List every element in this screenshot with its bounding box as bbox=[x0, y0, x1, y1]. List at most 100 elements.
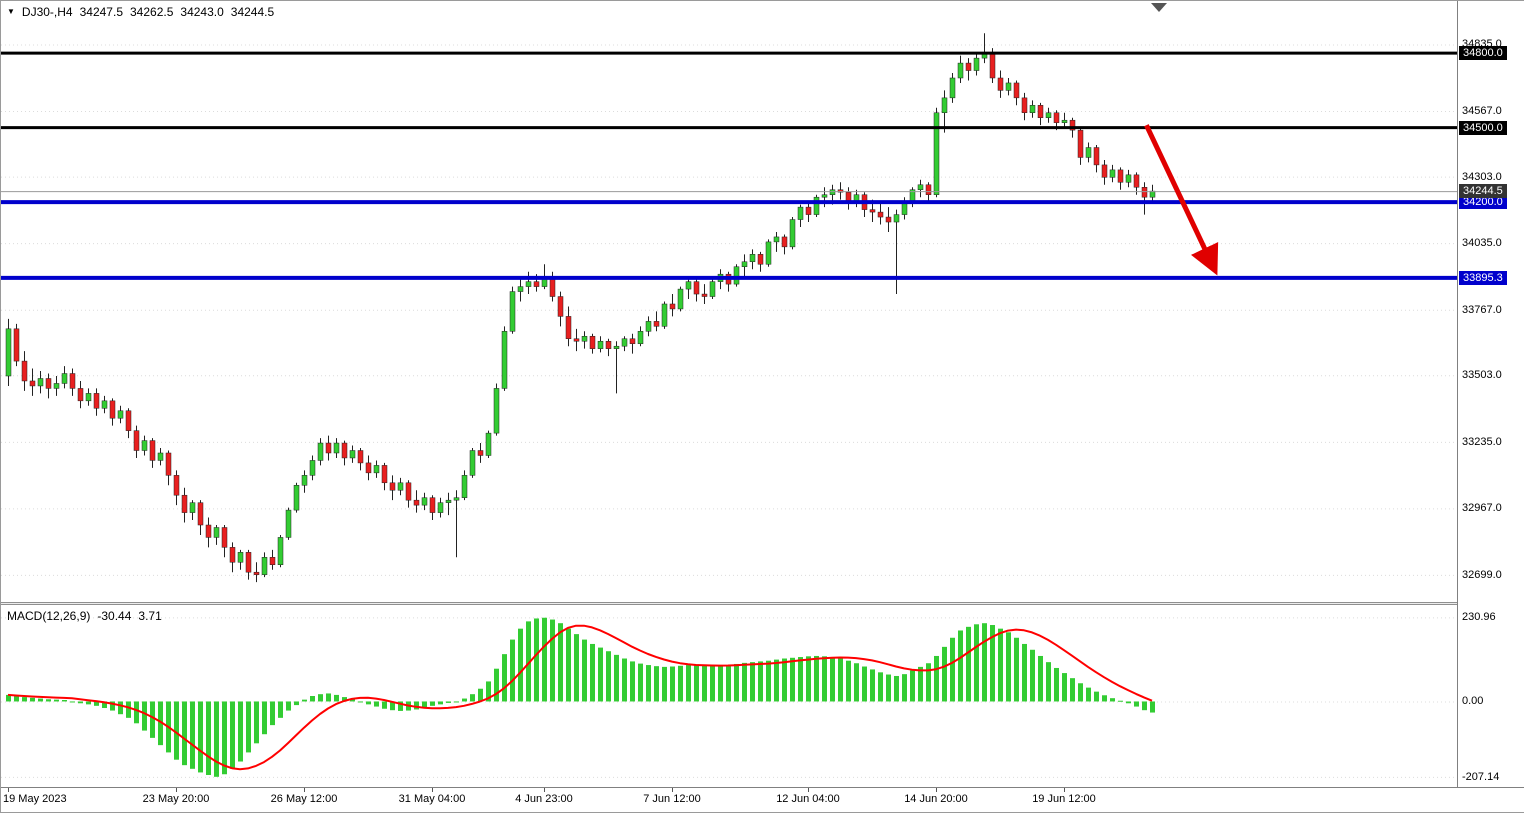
time-axis-tick bbox=[8, 788, 9, 792]
hline-price-badge: 34800.0 bbox=[1459, 46, 1507, 61]
candle-body bbox=[325, 442, 332, 454]
macd-bar bbox=[1150, 701, 1155, 713]
candle bbox=[101, 395, 108, 414]
macd-bar bbox=[742, 662, 747, 702]
macd-bar bbox=[990, 625, 995, 702]
candle bbox=[1037, 102, 1044, 126]
candle bbox=[93, 388, 100, 416]
candle bbox=[1117, 167, 1124, 190]
candle-body bbox=[869, 209, 876, 213]
candle-body bbox=[445, 499, 452, 503]
candle bbox=[981, 33, 988, 64]
candle bbox=[1061, 112, 1068, 128]
candle-body bbox=[397, 482, 404, 491]
macd-bar bbox=[894, 675, 899, 702]
candle bbox=[261, 552, 268, 578]
candle bbox=[61, 366, 68, 389]
candle bbox=[221, 525, 228, 558]
macd-bar bbox=[766, 660, 771, 702]
macd-bar bbox=[638, 663, 643, 702]
macd-bar bbox=[934, 655, 939, 702]
candle bbox=[1005, 77, 1012, 96]
candle-body bbox=[237, 552, 244, 563]
candle-body bbox=[381, 465, 388, 484]
macd-bar bbox=[966, 626, 971, 702]
macd-bar bbox=[1062, 673, 1067, 702]
candle bbox=[677, 286, 684, 312]
candle bbox=[389, 475, 396, 501]
candle-body bbox=[157, 452, 164, 461]
macd-bar bbox=[958, 630, 963, 702]
chart-shift-marker-icon bbox=[1151, 3, 1167, 12]
macd-bar bbox=[1078, 683, 1083, 702]
macd-bar bbox=[206, 701, 211, 775]
candle-body bbox=[573, 338, 580, 342]
time-axis-label: 4 Jun 23:00 bbox=[515, 793, 573, 805]
candle-body bbox=[45, 378, 52, 389]
macd-bar bbox=[902, 674, 907, 702]
macd-bar bbox=[622, 658, 627, 702]
macd-bar bbox=[598, 647, 603, 702]
macd-bar bbox=[1046, 662, 1051, 702]
hline-price-badge: 34500.0 bbox=[1459, 120, 1507, 135]
candle-body bbox=[973, 57, 980, 71]
candle-body bbox=[389, 482, 396, 491]
macd-bar bbox=[1054, 667, 1059, 702]
time-scale[interactable]: 19 May 2023 23 May 20:00 26 May 12:00 31 Ma… bbox=[1, 787, 1524, 812]
candle bbox=[429, 495, 436, 521]
candle-body bbox=[925, 184, 932, 195]
macd-bar bbox=[270, 701, 275, 726]
candle-body bbox=[429, 497, 436, 513]
price-scale[interactable]: 34835.0 34567.0 34303.0 34035.0 33767.0 33503… bbox=[1457, 1, 1524, 787]
candle bbox=[469, 448, 476, 478]
candle bbox=[397, 477, 404, 496]
macd-bar bbox=[462, 698, 467, 702]
macd-bar bbox=[230, 701, 235, 769]
macd-signal-line bbox=[7, 624, 1153, 771]
candle bbox=[1029, 100, 1036, 118]
ohlc-close-value: 34244.5 bbox=[230, 5, 275, 19]
macd-bar bbox=[46, 699, 51, 702]
candle bbox=[501, 326, 508, 391]
candle-body bbox=[597, 340, 604, 349]
price-chart-pane[interactable] bbox=[1, 1, 1457, 602]
candle-body bbox=[893, 214, 900, 223]
macd-bar bbox=[862, 666, 867, 702]
candle-body bbox=[813, 196, 820, 215]
candle-body bbox=[557, 296, 564, 317]
candle bbox=[997, 70, 1004, 98]
macd-main-value: -30.44 bbox=[97, 609, 132, 623]
pane-divider[interactable] bbox=[1, 602, 1457, 605]
candle bbox=[709, 279, 716, 300]
candle-body bbox=[173, 475, 180, 496]
ohlc-high-value: 34262.5 bbox=[130, 5, 174, 19]
candle bbox=[1077, 127, 1084, 165]
macd-bar bbox=[190, 701, 195, 769]
candle-body bbox=[205, 524, 212, 538]
candle-body bbox=[741, 261, 748, 267]
candle bbox=[573, 328, 580, 352]
candle bbox=[285, 507, 292, 540]
candle bbox=[189, 500, 196, 521]
candle-body bbox=[525, 281, 532, 287]
candle bbox=[349, 445, 356, 463]
time-axis-tick bbox=[1064, 788, 1065, 792]
candle-body bbox=[309, 460, 316, 476]
candle bbox=[149, 438, 156, 468]
candle bbox=[893, 209, 900, 295]
candle bbox=[133, 425, 140, 458]
macd-bar bbox=[302, 699, 307, 702]
candle bbox=[685, 276, 692, 300]
macd-scale-label: 230.96 bbox=[1462, 611, 1496, 624]
macd-indicator-pane[interactable] bbox=[1, 605, 1457, 787]
candle bbox=[637, 326, 644, 347]
candle-body bbox=[693, 281, 700, 295]
macd-bar bbox=[886, 674, 891, 702]
candle bbox=[1021, 92, 1028, 121]
candle-body bbox=[21, 360, 28, 382]
symbol-dropdown-icon[interactable]: ▼ bbox=[7, 7, 15, 16]
candle bbox=[613, 341, 620, 394]
candle-body bbox=[957, 62, 964, 79]
macd-gridlines bbox=[1, 617, 1457, 778]
macd-bar bbox=[430, 701, 435, 706]
